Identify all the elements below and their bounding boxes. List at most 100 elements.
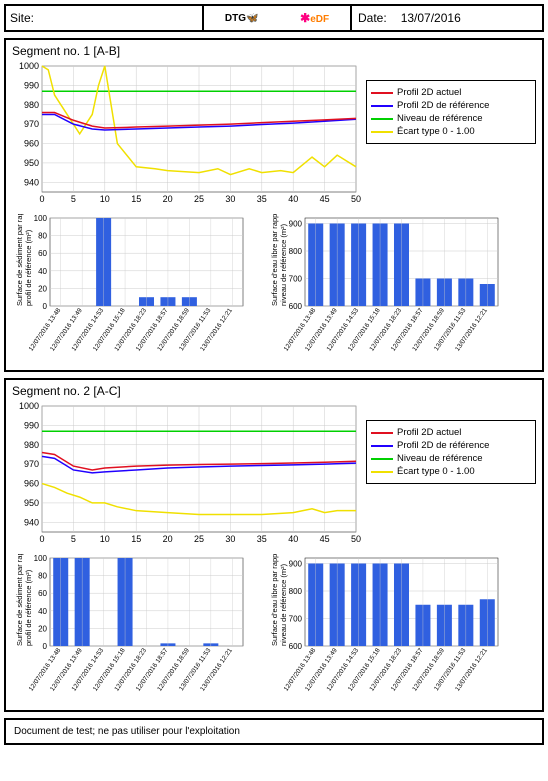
date-value: 13/07/2016 <box>393 11 461 25</box>
legend-swatch <box>371 92 393 94</box>
svg-text:100: 100 <box>34 214 48 223</box>
svg-text:80: 80 <box>38 572 47 581</box>
svg-text:980: 980 <box>24 100 39 110</box>
svg-text:600: 600 <box>289 302 303 311</box>
svg-text:10: 10 <box>100 534 110 544</box>
legend-item: Écart type 0 - 1.00 <box>371 126 531 137</box>
svg-text:900: 900 <box>289 220 303 229</box>
svg-text:940: 940 <box>24 177 39 187</box>
legend-item: Écart type 0 - 1.00 <box>371 466 531 477</box>
svg-text:45: 45 <box>320 194 330 204</box>
bar-chart-row: 02040608010012/07/2016 13:4812/07/2016 1… <box>12 554 536 704</box>
svg-text:40: 40 <box>38 607 47 616</box>
svg-text:60: 60 <box>38 249 47 258</box>
bar-chart-row: 02040608010012/07/2016 13:4812/07/2016 1… <box>12 214 536 364</box>
svg-text:35: 35 <box>257 194 267 204</box>
legend-swatch <box>371 105 393 107</box>
legend-swatch <box>371 471 393 473</box>
svg-text:45: 45 <box>320 534 330 544</box>
svg-text:10: 10 <box>100 194 110 204</box>
svg-text:Surface de sédiment par rappor: Surface de sédiment par rapport au <box>15 214 24 306</box>
svg-text:niveau de référence (m²): niveau de référence (m²) <box>279 223 288 306</box>
svg-text:700: 700 <box>289 615 303 624</box>
segment-title: Segment no. 1 [A-B] <box>12 44 536 58</box>
legend: Profil 2D actuel Profil 2D de référence Ni… <box>366 80 536 144</box>
legend-item: Niveau de référence <box>371 453 531 464</box>
eaulibre-bar-chart: 60070080090012/07/2016 13:4812/07/2016 1… <box>267 554 502 704</box>
legend-item: Niveau de référence <box>371 113 531 124</box>
footer-note: Document de test; ne pas utiliser pour l… <box>4 718 544 745</box>
legend-wrap: Profil 2D actuel Profil 2D de référence Ni… <box>362 60 536 210</box>
svg-text:600: 600 <box>289 642 303 651</box>
legend-label: Niveau de référence <box>397 113 483 124</box>
svg-text:990: 990 <box>24 420 39 430</box>
svg-text:0: 0 <box>39 194 44 204</box>
legend-swatch <box>371 118 393 120</box>
svg-text:5: 5 <box>71 194 76 204</box>
legend-swatch <box>371 131 393 133</box>
svg-text:950: 950 <box>24 158 39 168</box>
segment-title: Segment no. 2 [A-C] <box>12 384 536 398</box>
legend-label: Niveau de référence <box>397 453 483 464</box>
site-label: Site: <box>6 11 42 25</box>
date-label: Date: <box>352 11 393 25</box>
svg-text:40: 40 <box>288 534 298 544</box>
legend-label: Écart type 0 - 1.00 <box>397 126 475 137</box>
svg-text:950: 950 <box>24 498 39 508</box>
svg-text:50: 50 <box>351 194 361 204</box>
svg-text:60: 60 <box>38 589 47 598</box>
svg-text:Surface d'eau libre par rappor: Surface d'eau libre par rapport au <box>270 214 279 306</box>
line-chart-row: 0510152025303540455094095096097098099010… <box>12 60 536 210</box>
svg-text:20: 20 <box>38 284 47 293</box>
svg-text:1000: 1000 <box>19 61 39 71</box>
legend-label: Profil 2D de référence <box>397 100 489 111</box>
legend-item: Profil 2D de référence <box>371 100 531 111</box>
legend-item: Profil 2D actuel <box>371 87 531 98</box>
line-chart-row: 0510152025303540455094095096097098099010… <box>12 400 536 550</box>
svg-text:niveau de référence (m²): niveau de référence (m²) <box>279 563 288 646</box>
svg-text:970: 970 <box>24 459 39 469</box>
svg-text:20: 20 <box>163 534 173 544</box>
svg-text:990: 990 <box>24 80 39 90</box>
legend-item: Profil 2D actuel <box>371 427 531 438</box>
line-chart: 0510152025303540455094095096097098099010… <box>12 400 362 550</box>
page: Site: DTG eDF Date: 13/07/2016 Segment n… <box>0 0 548 749</box>
svg-text:80: 80 <box>38 232 47 241</box>
svg-text:40: 40 <box>38 267 47 276</box>
logo-edf: eDF <box>300 11 329 25</box>
svg-text:15: 15 <box>131 194 141 204</box>
svg-text:40: 40 <box>288 194 298 204</box>
segment-box: Segment no. 1 [A-B]051015202530354045509… <box>4 38 544 372</box>
segment-box: Segment no. 2 [A-C]051015202530354045509… <box>4 378 544 712</box>
legend-swatch <box>371 458 393 460</box>
sediment-bar-chart: 02040608010012/07/2016 13:4812/07/2016 1… <box>12 554 247 704</box>
svg-text:0: 0 <box>43 302 48 311</box>
legend-item: Profil 2D de référence <box>371 440 531 451</box>
svg-text:100: 100 <box>34 554 48 563</box>
sediment-bar-chart: 02040608010012/07/2016 13:4812/07/2016 1… <box>12 214 247 364</box>
svg-text:Surface d'eau libre par rappor: Surface d'eau libre par rapport au <box>270 554 279 646</box>
legend-label: Profil 2D actuel <box>397 87 461 98</box>
svg-text:800: 800 <box>289 247 303 256</box>
legend-label: Écart type 0 - 1.00 <box>397 466 475 477</box>
svg-text:940: 940 <box>24 517 39 527</box>
svg-text:700: 700 <box>289 275 303 284</box>
svg-text:960: 960 <box>24 139 39 149</box>
legend-wrap: Profil 2D actuel Profil 2D de référence Ni… <box>362 400 536 550</box>
eaulibre-bar-chart: 60070080090012/07/2016 13:4812/07/2016 1… <box>267 214 502 364</box>
line-chart: 0510152025303540455094095096097098099010… <box>12 60 362 210</box>
svg-text:20: 20 <box>38 624 47 633</box>
svg-text:25: 25 <box>194 194 204 204</box>
legend-swatch <box>371 445 393 447</box>
svg-text:15: 15 <box>131 534 141 544</box>
svg-text:5: 5 <box>71 534 76 544</box>
svg-text:50: 50 <box>351 534 361 544</box>
legend-label: Profil 2D de référence <box>397 440 489 451</box>
segments-container: Segment no. 1 [A-B]051015202530354045509… <box>4 38 544 712</box>
svg-text:Surface de sédiment par rappor: Surface de sédiment par rapport au <box>15 554 24 646</box>
svg-text:900: 900 <box>289 560 303 569</box>
svg-text:980: 980 <box>24 440 39 450</box>
header: Site: DTG eDF Date: 13/07/2016 <box>4 4 544 32</box>
svg-text:970: 970 <box>24 119 39 129</box>
logo-dtg: DTG <box>225 13 259 24</box>
